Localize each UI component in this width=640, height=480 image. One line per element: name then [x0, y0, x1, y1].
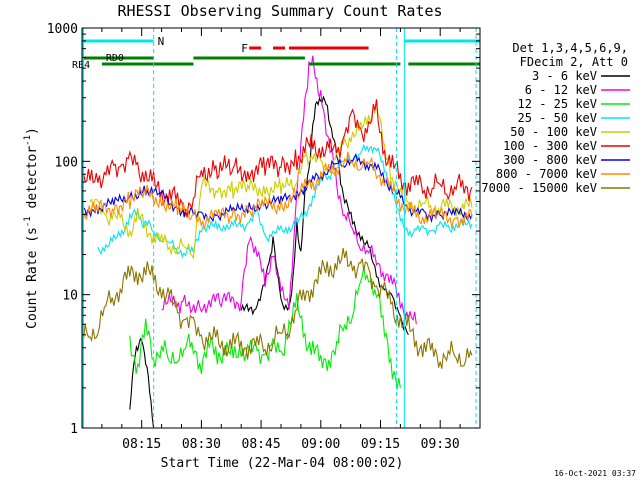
legend-label: 6 - 12 keV: [525, 83, 597, 97]
series-line-3: [97, 143, 473, 259]
legend: Det 1,3,4,5,6,9, FDecim 2, Att 0 3 - 6 k…: [481, 41, 630, 195]
series-line-2: [129, 266, 401, 390]
x-axis: 08:15 08:30 08:45 09:00 09:15 09:30: [101, 28, 461, 452]
legend-label: 25 - 50 keV: [518, 111, 597, 125]
n-flag-label: N: [158, 35, 165, 48]
y-axis-label-main: Count Rate (s: [25, 227, 40, 329]
legend-label: 100 - 300 keV: [503, 139, 597, 153]
series-group: [81, 55, 473, 429]
annotation-group: N F RD0 RB4: [72, 28, 480, 428]
series-line-4: [89, 99, 473, 260]
x-tick-label: 09:00: [301, 437, 340, 452]
x-tick-label: 08:45: [242, 437, 281, 452]
y-axis: 1 10 100 1000: [47, 22, 480, 437]
x-tick-label: 08:15: [122, 437, 161, 452]
series-line-8: [81, 248, 473, 369]
f-flag-label: F: [241, 42, 248, 55]
series-line-5: [81, 99, 473, 218]
legend-label: 7000 - 15000 keV: [481, 181, 597, 195]
x-axis-label: Start Time (22-Mar-04 08:00:02): [161, 456, 404, 471]
legend-label: 800 - 7000 keV: [496, 167, 597, 181]
timestamp: 16-Oct-2021 03:37: [554, 469, 636, 478]
rb4-flag-label: RB4: [72, 60, 90, 71]
y-tick-label: 1: [70, 422, 78, 437]
y-axis-label: Count Rate (s-1 detector-1): [23, 127, 40, 329]
rd0-flag-label: RD0: [106, 53, 124, 64]
legend-label: 12 - 25 keV: [518, 97, 597, 111]
y-tick-label: 100: [55, 155, 78, 170]
legend-label: 300 - 800 keV: [503, 153, 597, 167]
x-tick-label: 09:15: [361, 437, 400, 452]
legend-header-line-2: FDecim 2, Att 0: [520, 55, 628, 69]
series-line-1: [161, 55, 417, 325]
y-axis-label-tail: detector: [25, 146, 40, 217]
y-axis-label-close: ): [25, 127, 40, 135]
legend-header-line-1: Det 1,3,4,5,6,9,: [512, 41, 628, 55]
x-tick-label: 08:30: [182, 437, 221, 452]
legend-label: 3 - 6 keV: [532, 69, 597, 83]
y-axis-label-sup2: -1: [23, 135, 33, 146]
y-axis-label-sup: -1: [23, 216, 33, 227]
series-line-7: [81, 151, 473, 230]
y-tick-label: 10: [62, 289, 78, 304]
y-tick-label: 1000: [47, 22, 78, 37]
chart-title: RHESSI Observing Summary Count Rates: [117, 2, 442, 20]
x-tick-label: 09:30: [421, 437, 460, 452]
legend-label: 50 - 100 keV: [510, 125, 597, 139]
